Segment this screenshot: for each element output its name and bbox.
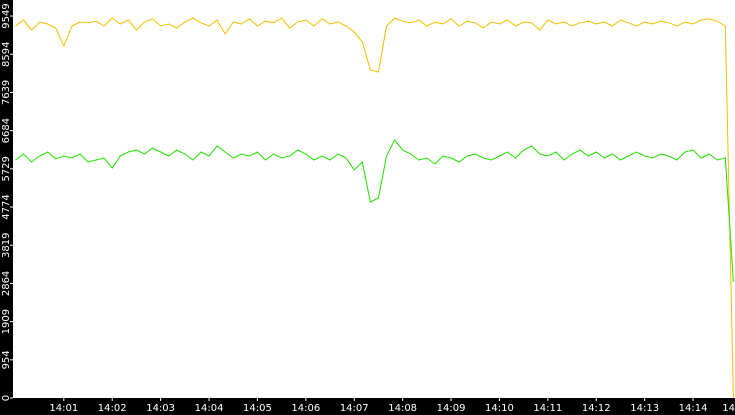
x-tick-label: 14:05 — [243, 403, 272, 414]
y-tick-label: 8594 — [1, 42, 12, 67]
y-tick-label: 0 — [1, 395, 12, 401]
x-tick-label: 14:04 — [195, 403, 224, 414]
y-tick-label: 9549 — [1, 3, 12, 28]
series-line — [15, 17, 734, 399]
x-tick-label: 14:09 — [437, 403, 466, 414]
x-tick-label: 14:10 — [485, 403, 514, 414]
y-tick-label: 1909 — [1, 309, 12, 334]
x-tick-label: 14:12 — [582, 403, 611, 414]
plot-area — [13, 0, 735, 398]
x-tick-label: 14:02 — [98, 403, 127, 414]
y-tick-label: 2864 — [1, 271, 12, 296]
y-tick-label: 6684 — [1, 118, 12, 143]
x-tick-label: 14:14 — [679, 403, 708, 414]
x-tick-label: 14:08 — [388, 403, 417, 414]
x-tick-label: 14:13 — [630, 403, 659, 414]
y-tick-label: 7639 — [1, 80, 12, 105]
x-tick-label: 14:03 — [146, 403, 175, 414]
x-tick-label: 14:11 — [533, 403, 562, 414]
x-tick-label: 14:07 — [340, 403, 369, 414]
y-tick-label: 5729 — [1, 156, 12, 181]
series-line — [15, 139, 734, 283]
y-tick-label: 4774 — [1, 194, 12, 219]
x-tick-label: 14:01 — [49, 403, 78, 414]
y-tick-label: 954 — [1, 350, 12, 369]
x-tick-label: 14 — [722, 403, 735, 414]
y-tick-label: 3819 — [1, 233, 12, 258]
x-tick-label: 14:06 — [291, 403, 320, 414]
